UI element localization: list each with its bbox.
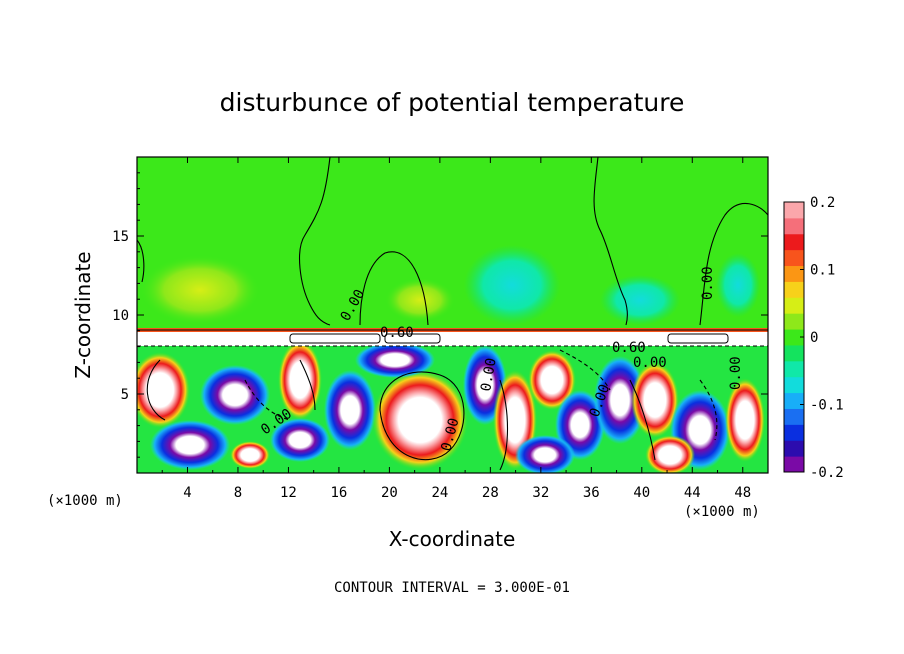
colorbar-swatch [784,297,804,314]
x-tick-label: 32 [532,485,549,501]
cyan-patch [464,245,560,325]
colorbar-swatch [784,249,804,267]
colorbar-swatch [784,456,804,473]
colorbar-tick-label: 0.2 [810,195,835,211]
colorbar-tick-label: 0 [810,330,818,346]
contour-label: 0.00 [728,356,744,390]
contour-lines [137,157,768,471]
colorbar-swatch [784,408,804,425]
colorbar-tick-label: 0.1 [810,263,835,279]
chart-title: disturbunce of potential temperature [220,88,685,117]
turbulent-eddies [137,340,765,473]
x-tick-label: 8 [234,485,242,501]
yellow-patch [385,278,455,322]
contour-label: 0.00 [478,357,500,393]
colorbar-tick-label: -0.2 [810,465,844,481]
colorbar-swatch [784,233,804,251]
colorbar-swatch [784,392,804,409]
contour-label: 0.60 [612,340,646,356]
colorbar [784,202,804,473]
contour-interval-note: CONTOUR INTERVAL = 3.000E-01 [334,580,570,596]
x-tick-label: 36 [583,485,600,501]
colorbar-swatch [784,424,804,441]
colorbar-swatch [784,329,804,346]
cyan-patch [716,253,760,317]
colorbar-swatch [784,440,804,457]
x-unit-right: (×1000 m) [684,504,760,520]
colorbar-swatch [784,313,804,330]
y-axis-ticks: 5 10 15 [112,172,768,458]
plot-field [137,157,768,473]
contour-label: 0.00 [633,355,667,371]
x-axis-ticks: 4 8 12 16 20 24 28 32 36 40 44 48 [161,157,751,501]
y-tick-label: 10 [112,308,129,324]
x-unit-left: (×1000 m) [47,493,123,509]
colorbar-swatch [784,217,804,235]
colorbar-ticks: 0.2 0.1 0 -0.1 -0.2 [800,195,844,481]
x-tick-label: 44 [684,485,701,501]
inversion-layer [137,328,768,347]
contour-label: 0.00 [700,266,716,300]
x-axis-label: X-coordinate [389,527,516,551]
cyan-patch [600,275,680,325]
y-tick-label: 15 [112,229,129,245]
x-tick-label: 28 [482,485,499,501]
x-tick-label: 24 [431,485,448,501]
colorbar-tick-label: -0.1 [810,398,844,414]
y-axis-label: Z-coordinate [71,251,95,378]
colorbar-swatch [784,376,804,394]
x-tick-label: 12 [280,485,297,501]
colorbar-swatch [784,344,804,362]
yellow-patch [140,255,260,325]
x-tick-label: 48 [734,485,751,501]
x-tick-label: 16 [330,485,347,501]
colorbar-swatch [784,281,804,298]
contour-label: 0.60 [380,325,414,341]
x-tick-label: 20 [381,485,398,501]
colorbar-swatch [784,360,804,378]
y-tick-label: 5 [121,387,129,403]
x-tick-label: 4 [183,485,191,501]
colorbar-swatch [784,202,804,219]
colorbar-swatch [784,265,804,282]
x-tick-label: 40 [633,485,650,501]
